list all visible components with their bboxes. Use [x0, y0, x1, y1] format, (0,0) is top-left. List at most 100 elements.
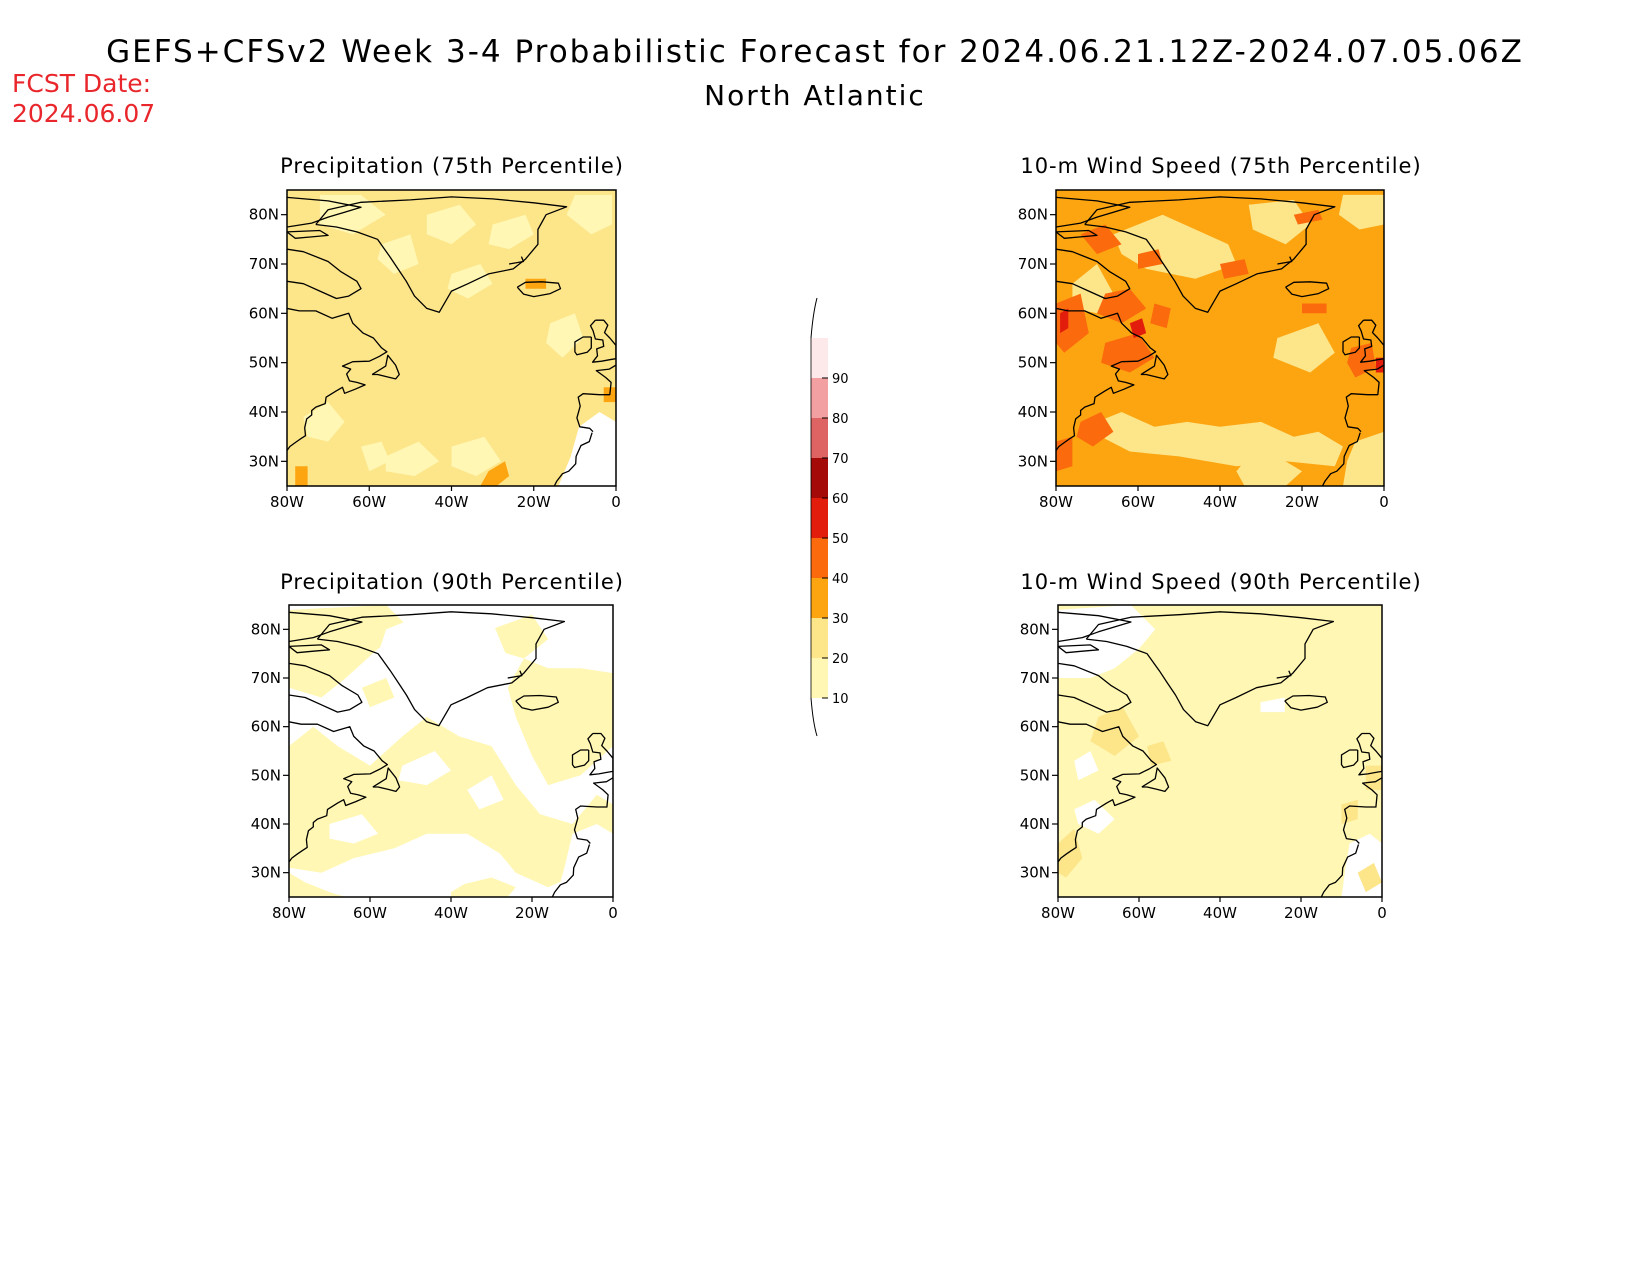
- coastline: [1058, 721, 1158, 863]
- colorbar-band: [811, 658, 828, 698]
- coastline: [1320, 844, 1360, 897]
- contour-patch: [1365, 765, 1382, 790]
- coastline: [571, 749, 590, 769]
- colorbar-band: [811, 578, 828, 618]
- coastlines: [1056, 196, 1384, 486]
- lat-tick-label: 40N: [251, 815, 281, 833]
- contour-patch: [329, 814, 379, 844]
- contour-patch: [451, 877, 516, 897]
- contour-patch: [1101, 333, 1155, 373]
- lat-tick-label: 80N: [1018, 206, 1048, 224]
- panel-title: Precipitation (75th Percentile): [280, 154, 624, 178]
- colorbar-label: 40: [832, 572, 849, 587]
- lat-tick-label: 70N: [1020, 669, 1050, 687]
- colorbar-label: 60: [832, 492, 849, 507]
- coastline: [287, 196, 362, 228]
- coastline: [1085, 611, 1335, 727]
- lat-tick-label: 40N: [1018, 403, 1048, 421]
- contour-patch: [566, 194, 612, 235]
- fcst-date-label: FCST Date:: [12, 69, 151, 98]
- region-subtitle: North Atlantic: [704, 79, 926, 112]
- lat-tick-label: 60N: [1018, 304, 1048, 322]
- contour-patch: [289, 872, 346, 897]
- coastline: [1342, 777, 1382, 844]
- coastline: [287, 307, 388, 451]
- colorbar: 10 20 30 40 50 60 70 80 90: [810, 297, 849, 737]
- contour-patch: [467, 775, 504, 810]
- main-title: GEFS+CFSv2 Week 3-4 Probabilistic Foreca…: [106, 34, 1524, 70]
- coastline: [507, 670, 523, 679]
- colorbar-band: [811, 458, 828, 498]
- coastline: [372, 767, 401, 793]
- lon-tick-label: 0: [1377, 904, 1387, 922]
- coastline: [289, 611, 363, 643]
- coastline: [515, 694, 559, 711]
- lon-tick-label: 60W: [1122, 904, 1156, 922]
- contour-patch: [1220, 259, 1249, 279]
- lon-tick-label: 80W: [272, 904, 306, 922]
- coastline: [1084, 196, 1336, 313]
- colorbar-band: [811, 618, 828, 658]
- contour-patch: [1076, 412, 1114, 447]
- contour-patch: [525, 278, 547, 289]
- lon-tick-label: 40W: [434, 904, 468, 922]
- lat-tick-label: 30N: [1018, 452, 1048, 470]
- colorbar-band: [811, 498, 828, 538]
- lon-tick-label: 20W: [515, 904, 549, 922]
- contour-patch: [480, 461, 510, 486]
- lat-tick-label: 40N: [249, 403, 279, 421]
- coastline: [574, 336, 592, 356]
- coastline: [1058, 662, 1132, 713]
- lat-tick-label: 70N: [249, 255, 279, 273]
- colorbar-label: 10: [832, 692, 849, 707]
- coastline: [1285, 281, 1330, 298]
- colorbar-band: [811, 338, 828, 378]
- colorbar-band: [811, 538, 828, 578]
- contour-patch: [1147, 741, 1172, 766]
- colorbar-label: 30: [832, 612, 849, 627]
- coastline: [287, 229, 329, 239]
- contour-patch: [1273, 323, 1335, 373]
- probability-contours: [1056, 194, 1384, 486]
- contour-patch: [426, 204, 477, 245]
- map-area: [289, 605, 613, 897]
- coastline: [1277, 256, 1293, 265]
- lon-tick-label: 0: [608, 904, 618, 922]
- coastline: [516, 281, 562, 298]
- contour-patch: [507, 658, 613, 786]
- contour-patch: [289, 716, 613, 888]
- coastline: [289, 644, 331, 654]
- colorbar-bottom-cap: [810, 697, 818, 737]
- colorbar-band: [811, 418, 828, 458]
- lon-tick-label: 60W: [352, 493, 386, 511]
- lon-tick-label: 0: [1379, 493, 1389, 511]
- contour-patch: [1293, 209, 1323, 225]
- coastline: [551, 844, 591, 897]
- contour-patch: [1302, 303, 1327, 314]
- lon-tick-label: 20W: [1285, 493, 1319, 511]
- coastline: [587, 732, 613, 776]
- coastline: [1140, 354, 1169, 380]
- coastline: [1357, 319, 1384, 363]
- contour-patch: [451, 436, 501, 477]
- lat-tick-label: 60N: [251, 718, 281, 736]
- coastline: [1356, 732, 1382, 776]
- coastlines: [289, 611, 613, 897]
- coastline: [576, 364, 616, 433]
- contour-patch: [361, 678, 395, 708]
- probability-contours: [295, 194, 616, 486]
- lat-tick-label: 70N: [1018, 255, 1048, 273]
- lon-tick-label: 80W: [1041, 904, 1075, 922]
- panel-precip-75: Precipitation (75th Percentile) 80N 70N 60…: [249, 154, 624, 511]
- lon-tick-label: 80W: [270, 493, 304, 511]
- contour-patch: [378, 609, 508, 698]
- colorbar-band: [811, 378, 828, 418]
- contour-patch: [1236, 456, 1302, 486]
- lat-tick-label: 80N: [251, 620, 281, 638]
- panel-title: 10-m Wind Speed (75th Percentile): [1020, 154, 1421, 178]
- coastlines: [287, 196, 616, 486]
- panel-title: 10-m Wind Speed (90th Percentile): [1020, 570, 1421, 594]
- panel-wind-90: 10-m Wind Speed (90th Percentile) 80N 70N…: [1020, 570, 1421, 922]
- lon-tick-label: 40W: [1203, 904, 1237, 922]
